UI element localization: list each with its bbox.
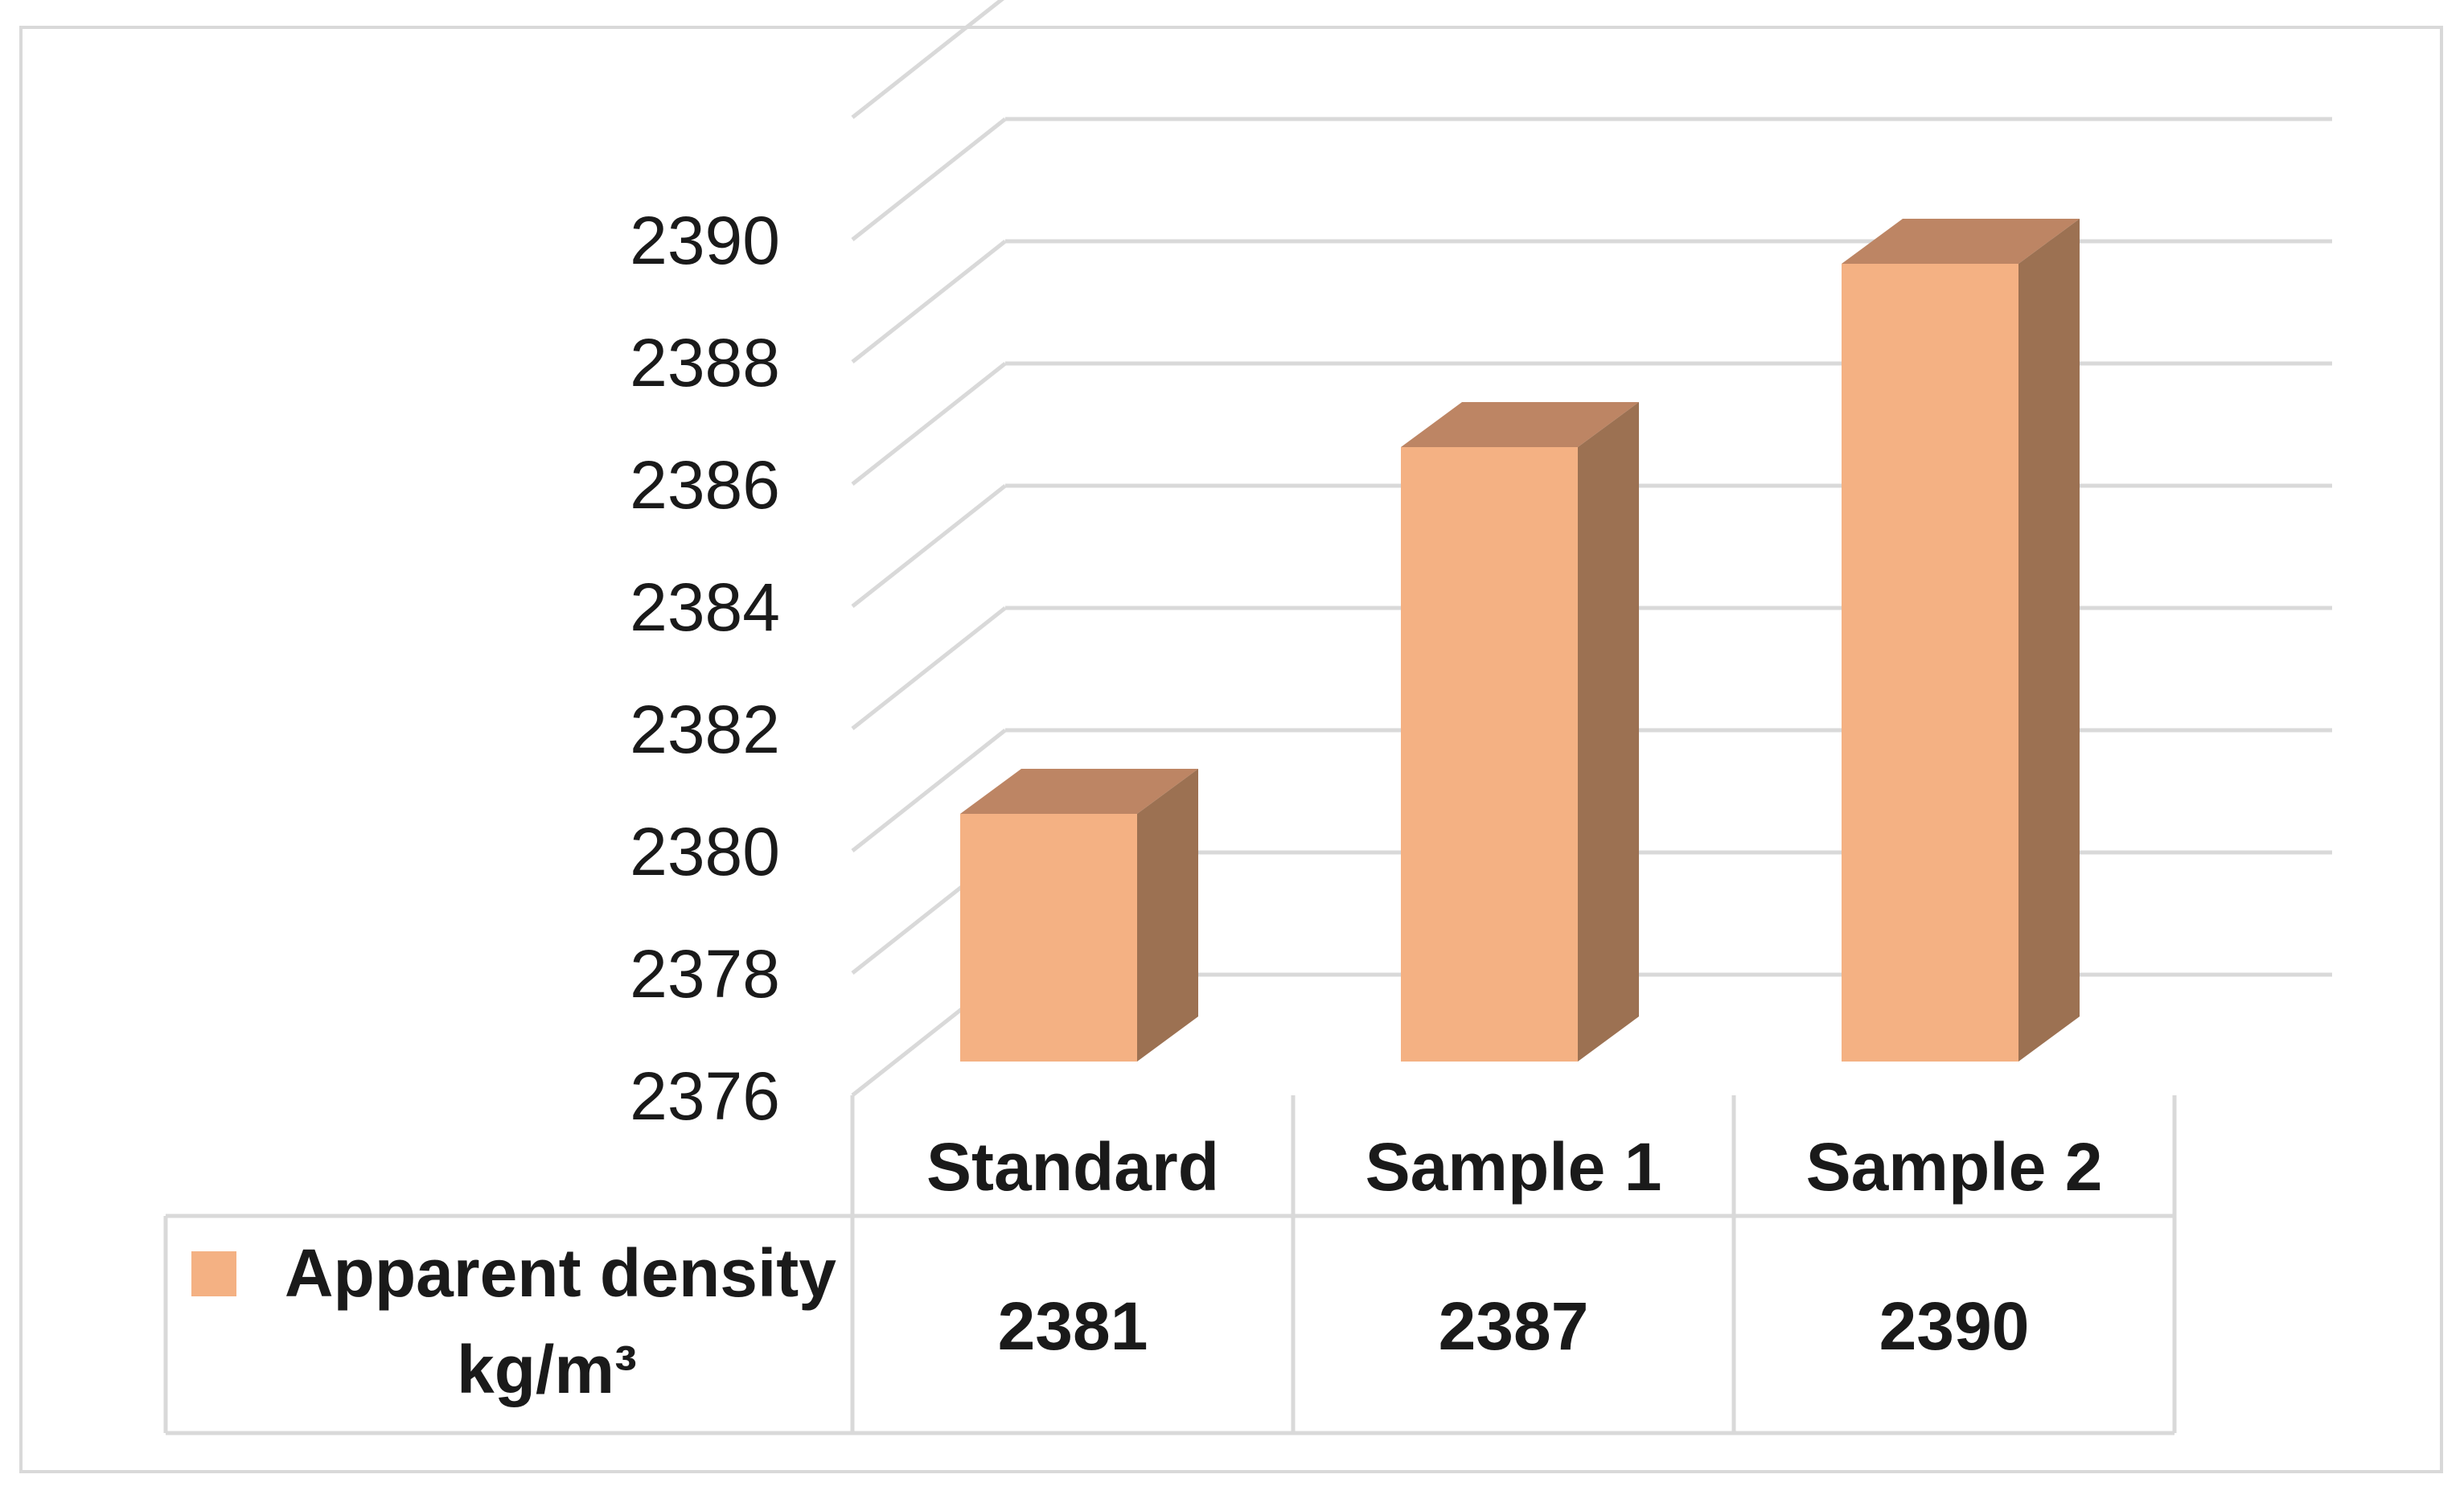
legend-label: Apparent density	[285, 1235, 836, 1311]
bar-front	[1401, 447, 1578, 1062]
legend-label-unit: kg/m³	[457, 1332, 637, 1407]
bar-side	[1137, 769, 1198, 1062]
bar-side	[2018, 219, 2080, 1062]
gridline-side	[851, 0, 1004, 119]
y-tick-label: 2382	[630, 692, 780, 767]
y-tick-label: 2376	[630, 1058, 780, 1134]
x-category-label: Sample 2	[1806, 1129, 2103, 1205]
bar-top	[1842, 219, 2080, 264]
y-tick-label: 2390	[630, 203, 780, 278]
bar-top	[1401, 402, 1639, 447]
data-table: Standard 2381 Sample 1 2387 Sample 2 2390 Appa…	[163, 1095, 2177, 1435]
bars	[960, 219, 2080, 1062]
gridline-side	[851, 606, 1007, 730]
gridline-side	[851, 240, 1007, 363]
y-tick-label: 2386	[630, 447, 780, 523]
gridline-side	[851, 362, 1007, 486]
bar-top	[960, 769, 1198, 814]
bar-front	[1842, 264, 2018, 1062]
data-table-value: 2390	[1879, 1288, 2030, 1364]
y-tick-label: 2378	[630, 936, 780, 1012]
gridlines	[851, 0, 2332, 1097]
y-axis-ticks: 2376 2378 2380 2382 2384 2386 2388 2390	[630, 203, 780, 1134]
y-tick-label: 2388	[630, 325, 780, 400]
data-table-value: 2381	[998, 1288, 1148, 1364]
bar-front	[960, 814, 1137, 1062]
data-table-value: 2387	[1439, 1288, 1589, 1364]
legend-swatch	[191, 1251, 236, 1296]
x-category-label: Standard	[926, 1129, 1219, 1205]
x-category-label: Sample 1	[1365, 1129, 1662, 1205]
bar-side	[1578, 402, 1639, 1062]
y-tick-label: 2380	[630, 814, 780, 889]
gridline-side	[851, 729, 1007, 852]
gridline-side	[851, 484, 1007, 608]
gridline-side	[851, 117, 1007, 241]
y-tick-label: 2384	[630, 569, 780, 645]
